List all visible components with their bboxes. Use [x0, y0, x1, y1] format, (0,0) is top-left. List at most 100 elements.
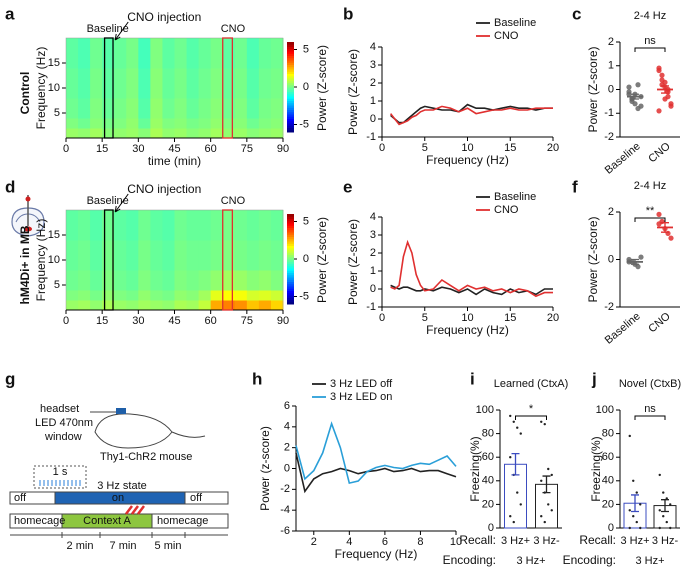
colorbar-label: Power (Z-score) — [315, 217, 329, 303]
heatmap-cell — [114, 68, 127, 99]
colorbar-segment — [287, 53, 294, 56]
data-point — [662, 491, 665, 494]
heatmap-cell — [222, 118, 236, 129]
colorbar-segment — [287, 62, 294, 65]
x-tick-label: 10 — [461, 312, 473, 324]
data-point — [509, 414, 512, 418]
y-tick-label: 20 — [602, 498, 614, 510]
data-point — [543, 422, 546, 426]
panel-letter: b — [343, 4, 353, 23]
y-tick-label: -6 — [280, 525, 290, 537]
diagram: g headset LED 470nm window Thy1-ChR2 mou… — [5, 369, 229, 552]
heatmap-cell — [258, 290, 272, 301]
series-line — [295, 421, 457, 485]
series-line — [390, 103, 553, 124]
colorbar-segment — [287, 120, 294, 124]
x-tick-label: 15 — [504, 142, 516, 154]
heatmap-cell — [258, 210, 272, 241]
colorbar-segment — [287, 234, 294, 237]
x-tick-label: 15 — [504, 312, 516, 324]
data-point — [628, 526, 631, 530]
y-tick-label: 4 — [370, 41, 376, 53]
error-bar — [661, 499, 669, 513]
y-tick-label: 0 — [284, 462, 290, 474]
heatmap-cell — [66, 118, 79, 129]
heatmap-cell — [138, 300, 151, 311]
colorbar-tick-label: 5 — [303, 215, 309, 227]
heatmap-cell — [126, 290, 139, 301]
heatmap-cell — [150, 128, 163, 139]
highlight-label: CNO — [221, 23, 246, 35]
colorbar-segment — [287, 292, 294, 296]
x-tick-label: Baseline — [603, 140, 643, 176]
row-label: Encoding: — [563, 553, 616, 567]
y-tick-label: 1 — [370, 95, 376, 107]
x-tick-label: 5 — [422, 142, 428, 154]
series-line — [389, 105, 553, 126]
y-tick-label: 2 — [608, 36, 614, 48]
colorbar-segment — [287, 272, 294, 276]
y-tick-label: 80 — [602, 428, 614, 440]
data-point — [626, 89, 632, 95]
significance: ns — [644, 403, 656, 415]
colorbar-segment — [287, 265, 294, 269]
colorbar-segment — [287, 82, 294, 86]
heatmap-cell — [114, 300, 127, 311]
x-tick-label: CNO — [646, 310, 673, 335]
colorbar-segment — [287, 78, 294, 81]
colorbar-segment — [287, 297, 294, 300]
y-axis-label: Power (z-score) — [258, 426, 272, 511]
x-tick-label: 20 — [547, 142, 559, 154]
y-tick-label: 5 — [54, 279, 60, 291]
heatmap-cell — [246, 118, 260, 129]
colorbar-segment — [287, 129, 294, 133]
heatmap-cell — [258, 118, 272, 129]
data-point — [659, 77, 665, 83]
significance-bracket — [634, 217, 666, 222]
data-point — [550, 509, 553, 512]
y-tick-label: 2 — [284, 442, 290, 454]
data-point — [628, 434, 631, 438]
segment — [151, 513, 229, 529]
colorbar-segment — [287, 241, 294, 244]
colorbar-segment — [287, 288, 294, 291]
heatmap-cell — [222, 300, 236, 311]
heatmap-cell — [222, 210, 236, 241]
heatmap-cell — [198, 290, 212, 301]
sem-bar — [631, 258, 639, 265]
mouse-tail — [171, 431, 206, 438]
colorbar-segment — [287, 268, 294, 271]
segment — [184, 491, 229, 505]
heatmap-cell — [222, 128, 236, 139]
heatmap-cell — [234, 270, 248, 291]
heatmap-cell — [174, 270, 188, 291]
label: 2 min — [67, 540, 94, 552]
heatmap-cell — [150, 270, 163, 291]
heatmap-cell — [222, 68, 236, 99]
colorbar-segment — [287, 277, 294, 280]
heatmap-cell — [114, 98, 127, 119]
y-tick-label: -1 — [366, 301, 376, 313]
x-tick-label: 3 Hz- — [533, 535, 560, 547]
colorbar-label: Power (Z-score) — [315, 45, 329, 131]
colorbar-segment — [287, 127, 294, 131]
highlight-label: Baseline — [87, 23, 129, 35]
colorbar-segment — [287, 123, 294, 126]
heatmap-cell — [66, 210, 79, 241]
x-tick-label: 0 — [379, 312, 385, 324]
data-point — [635, 82, 641, 88]
heatmap-cell — [90, 118, 103, 129]
heatmap-cell — [162, 68, 175, 99]
error-bar — [542, 475, 551, 494]
y-tick-label: 1 — [370, 265, 376, 277]
x-tick-label: 45 — [168, 143, 180, 155]
colorbar-segment — [287, 270, 294, 273]
data-point — [512, 520, 515, 524]
heatmap-cell — [138, 118, 151, 129]
label: homecage — [157, 515, 208, 527]
heatmap-cell — [126, 210, 139, 241]
annotation: CNO injection — [127, 182, 201, 196]
heatmap-cell — [258, 128, 272, 139]
colorbar-segment — [287, 220, 294, 224]
heatmap-cell — [138, 68, 151, 99]
